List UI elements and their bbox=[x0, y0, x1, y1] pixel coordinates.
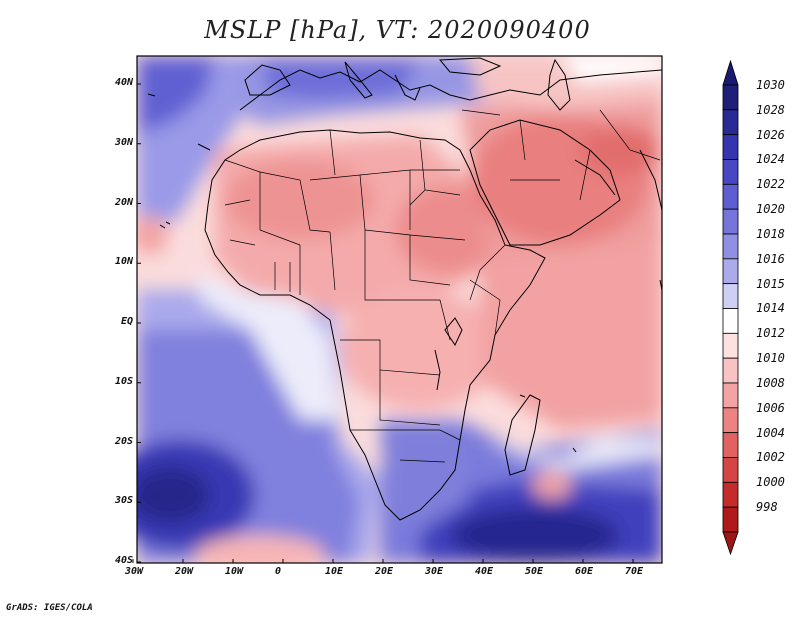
colorbar-segment bbox=[722, 432, 739, 458]
lat-label: 10S bbox=[114, 375, 133, 387]
colorbar-label: 1018 bbox=[756, 226, 785, 241]
lon-label: 40E bbox=[475, 566, 494, 577]
lon-label: 30W bbox=[125, 566, 144, 577]
lon-label: 20W bbox=[175, 566, 194, 577]
colorbar-label: 1015 bbox=[756, 276, 785, 291]
colorbar-segment bbox=[722, 84, 739, 111]
colorbar-segment bbox=[722, 134, 739, 160]
colorbar-segment bbox=[722, 159, 739, 185]
lat-label: 40N bbox=[114, 77, 133, 88]
axis-ticks bbox=[132, 83, 634, 563]
colorbar-segment bbox=[722, 208, 739, 235]
lon-label: 70E bbox=[625, 566, 644, 577]
colorbar-segment bbox=[722, 109, 739, 136]
map-frame bbox=[136, 55, 663, 564]
colorbar-label: 1020 bbox=[756, 202, 785, 216]
lon-label: 50E bbox=[525, 566, 544, 577]
colorbar-segment bbox=[722, 283, 739, 309]
lat-label: 40S bbox=[114, 555, 133, 566]
lon-label: 10E bbox=[325, 566, 344, 577]
coastlines bbox=[147, 57, 662, 521]
colorbar-label: 1002 bbox=[756, 450, 785, 465]
colorbar-label: 1026 bbox=[756, 127, 785, 142]
colorbar-segment bbox=[722, 183, 739, 210]
lat-label: EQ bbox=[120, 316, 133, 327]
colorbar-label: 1008 bbox=[756, 375, 785, 390]
lon-label: 0 bbox=[275, 566, 282, 577]
lat-label: 20N bbox=[114, 196, 133, 208]
lat-label: 20S bbox=[114, 435, 133, 447]
colorbar-label: 1014 bbox=[756, 301, 785, 316]
colorbar-label: 1022 bbox=[756, 177, 785, 192]
colorbar-segment bbox=[722, 506, 739, 533]
colorbar-label: 1000 bbox=[756, 475, 785, 490]
colorbar-segment bbox=[722, 382, 739, 409]
colorbar-bottom-arrow bbox=[722, 531, 739, 556]
lat-label: 30N bbox=[114, 136, 133, 148]
lat-label: 10N bbox=[114, 256, 133, 268]
colorbar-top-arrow bbox=[722, 59, 739, 86]
colorbar-segment bbox=[722, 457, 739, 483]
colorbar-label: 1028 bbox=[756, 102, 785, 117]
credit-text: GrADS: IGES/COLA bbox=[6, 603, 93, 613]
colorbar-label: 1016 bbox=[756, 251, 785, 266]
colorbar-label: 1006 bbox=[756, 400, 785, 415]
colorbar-segment bbox=[722, 407, 739, 434]
map-title: MSLP [hPa], VT: 2020090400 bbox=[204, 16, 591, 44]
colorbar-label: 1004 bbox=[756, 425, 785, 440]
colorbar-label: 998 bbox=[756, 500, 778, 514]
lon-label: 10W bbox=[225, 566, 244, 577]
lon-label: 60E bbox=[575, 566, 594, 577]
lon-label: 20E bbox=[375, 566, 394, 577]
lat-label: 30S bbox=[114, 495, 133, 507]
colorbar-label: 1012 bbox=[756, 326, 785, 341]
colorbar-label: 1030 bbox=[756, 77, 785, 92]
colorbar-segment bbox=[722, 258, 739, 285]
colorbar-segment bbox=[722, 357, 739, 384]
pressure-field bbox=[137, 56, 662, 563]
colorbar-segment bbox=[722, 308, 739, 334]
colorbar-label: 1024 bbox=[756, 152, 785, 167]
colorbar-segment bbox=[722, 332, 739, 359]
lon-label: 30E bbox=[425, 566, 444, 577]
colorbar-label: 1010 bbox=[756, 351, 785, 365]
colorbar-segment bbox=[722, 481, 739, 508]
country-borders bbox=[224, 109, 661, 463]
colorbar bbox=[722, 59, 739, 556]
colorbar-segment bbox=[722, 233, 739, 260]
